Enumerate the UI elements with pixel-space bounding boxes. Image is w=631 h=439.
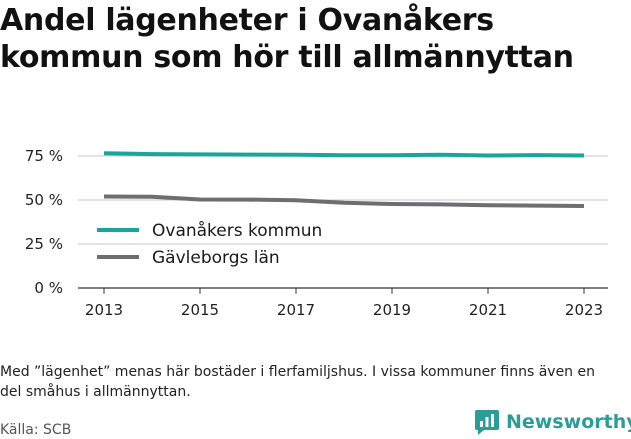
x-tick-label: 2023 xyxy=(565,301,603,319)
x-axis-ticks: 2013 2015 2017 2019 2021 2023 xyxy=(85,288,603,319)
y-tick-label: 25 % xyxy=(25,235,63,253)
series-line-2 xyxy=(103,194,585,208)
x-tick-label: 2019 xyxy=(373,301,411,319)
x-tick-label: 2015 xyxy=(181,301,219,319)
series-line-1 xyxy=(103,151,585,158)
brand-logo[interactable]: Newsworthy xyxy=(474,408,631,436)
page-title: Andel lägenheter i Ovanåkers kommun som … xyxy=(0,3,574,75)
x-tick-label: 2021 xyxy=(469,301,507,319)
x-tick-label: 2013 xyxy=(85,301,123,319)
source-label: Källa: SCB xyxy=(0,422,72,438)
line-chart: 0 % 25 % 50 % 75 % 2013 2015 2017 2019 2021 2023… xyxy=(25,147,608,319)
y-tick-label: 50 % xyxy=(25,191,63,209)
series-lines xyxy=(103,151,585,208)
footnote: Med ”lägenhet” menas här bostäder i fler… xyxy=(0,364,595,400)
y-tick-label: 0 % xyxy=(34,279,63,297)
y-tick-label: 75 % xyxy=(25,147,63,165)
newsworthy-logo-icon xyxy=(475,410,499,435)
y-axis-ticks: 0 % 25 % 50 % 75 % xyxy=(25,147,63,297)
legend-label: Ovanåkers kommun xyxy=(152,220,322,241)
brand-name: Newsworthy xyxy=(506,411,631,433)
x-tick-label: 2017 xyxy=(277,301,315,319)
legend-label: Gävleborgs län xyxy=(152,248,280,268)
legend: Ovanåkers kommun Gävleborgs län xyxy=(97,220,322,268)
